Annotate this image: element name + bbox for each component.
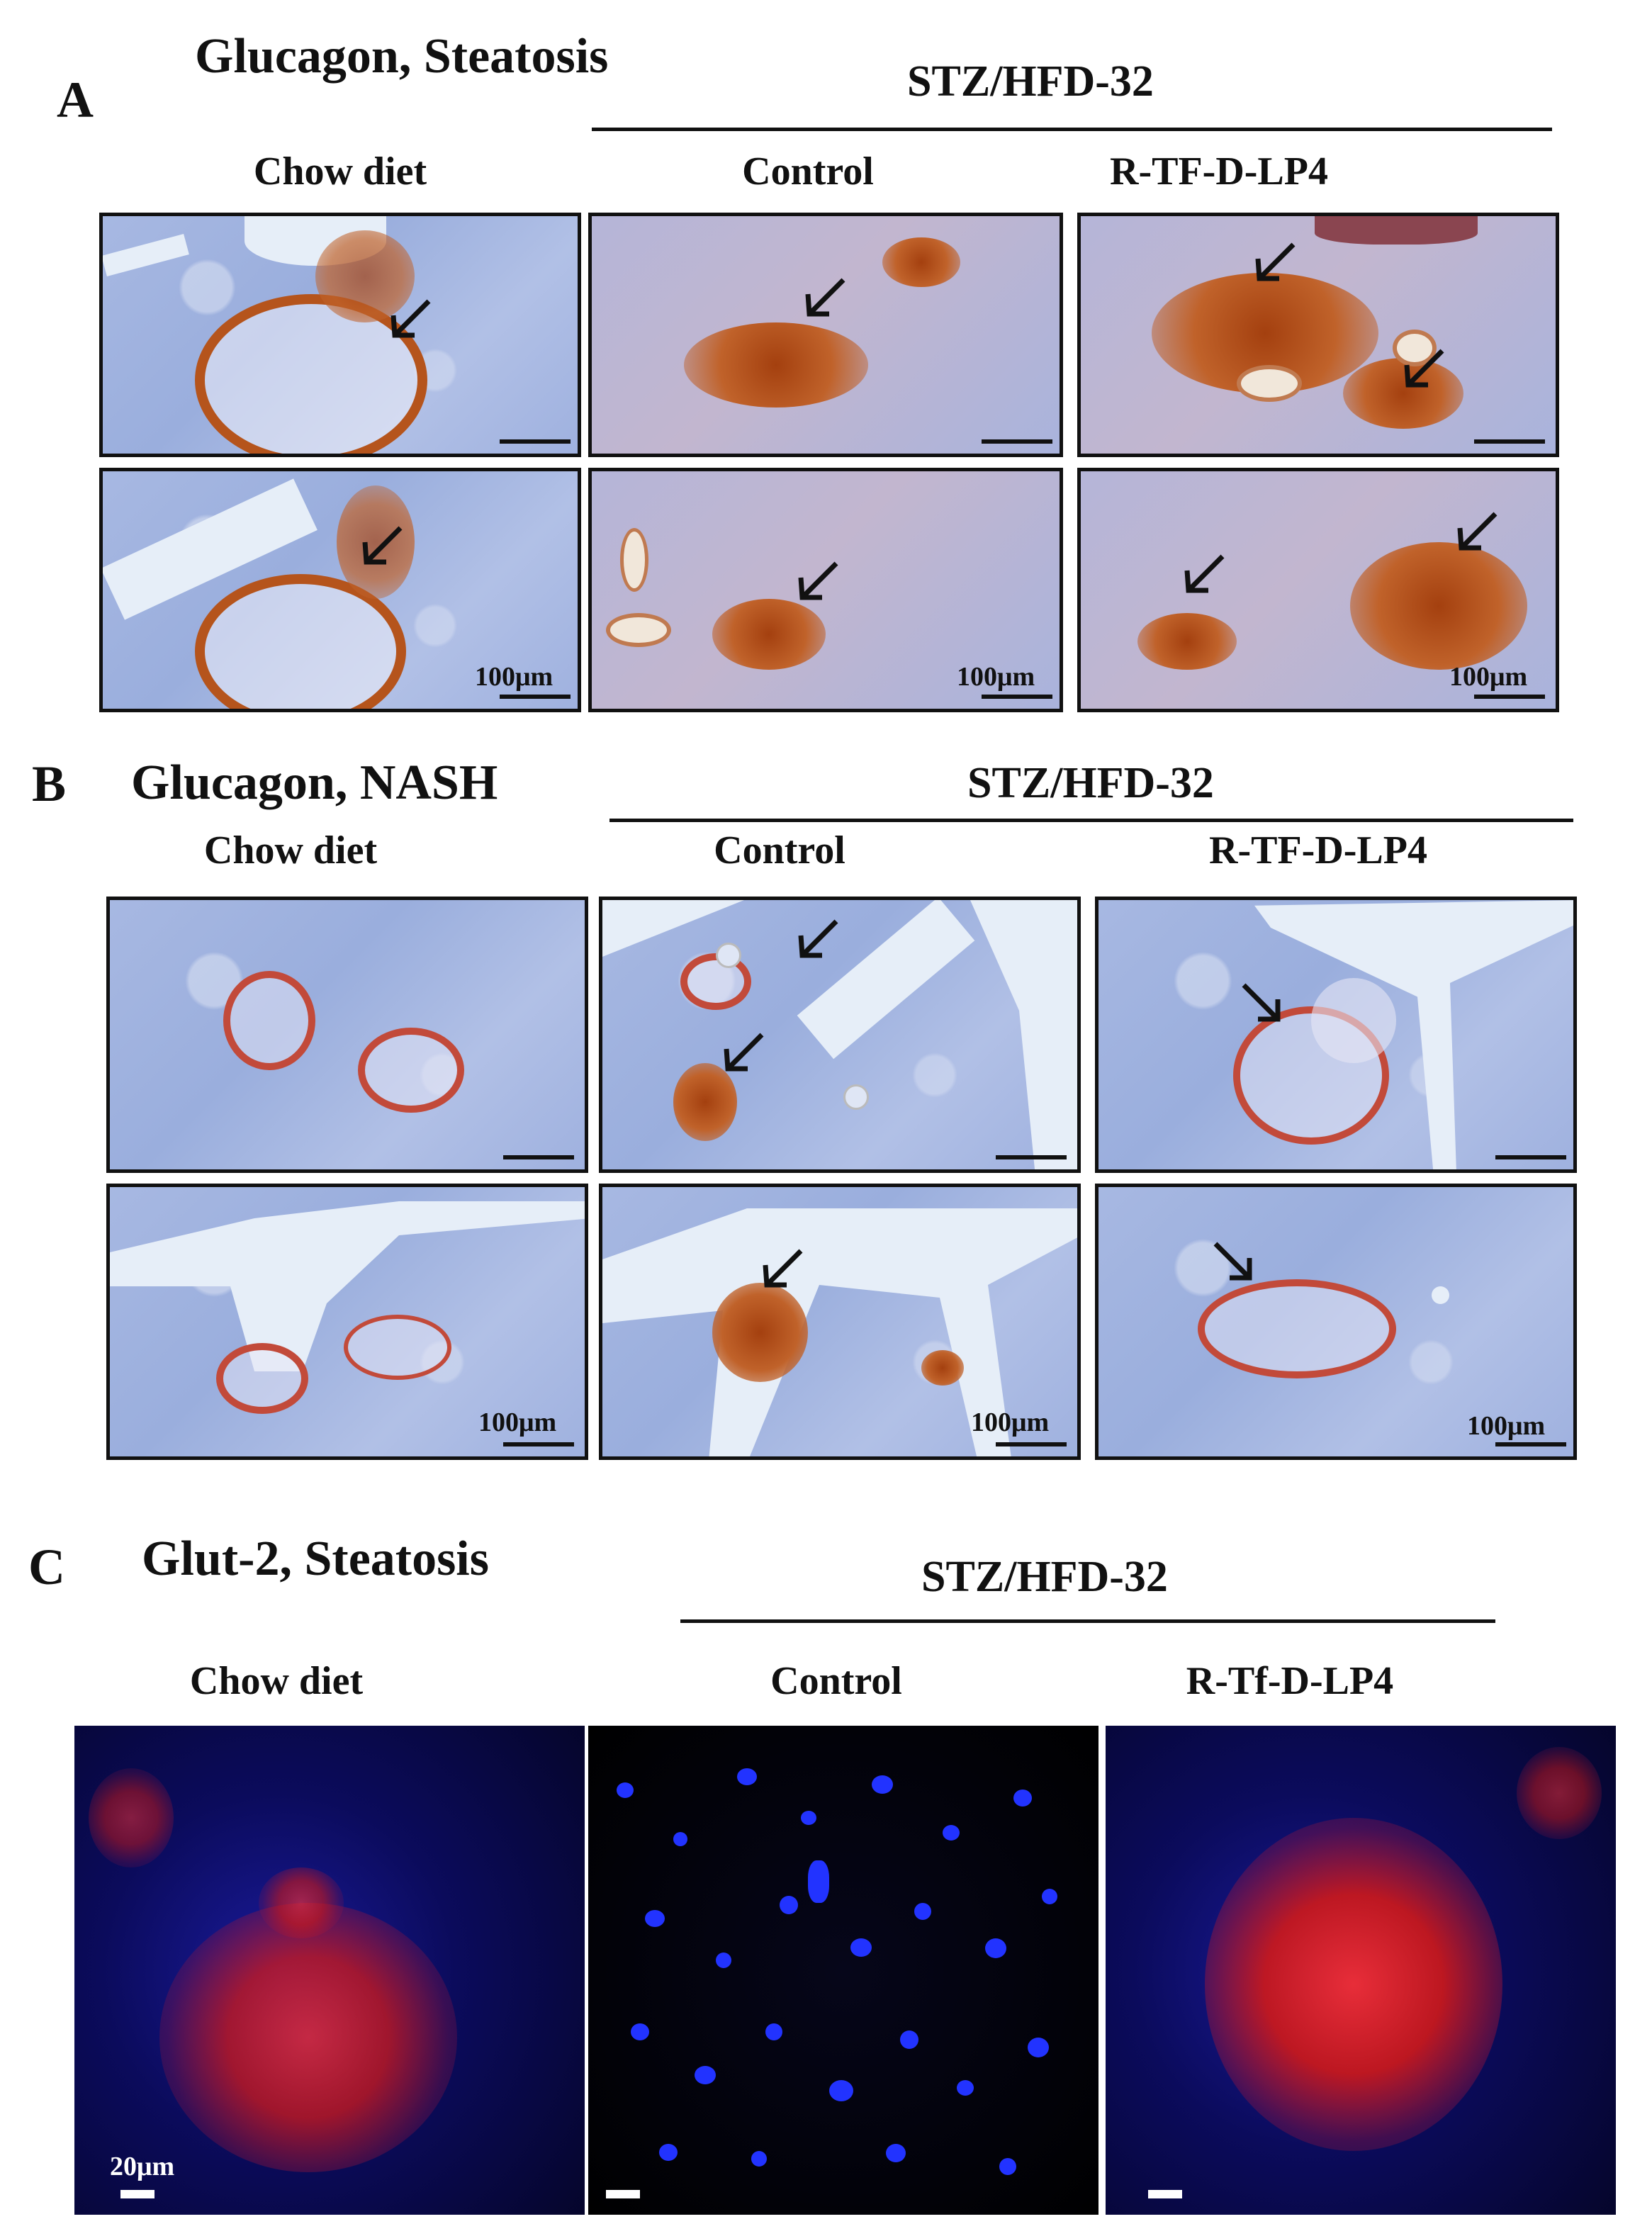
panel-a-image-treatment-1	[1077, 213, 1559, 457]
arrow-down-left-icon	[805, 278, 845, 317]
panel-c-col-treatment: R-Tf-D-LP4	[1186, 1659, 1394, 1703]
arrow-down-left-icon	[1255, 242, 1296, 281]
scale-bar-label: 100μm	[971, 1408, 1050, 1437]
arrow-down-left-icon	[724, 1033, 764, 1072]
scale-bar-label: 100μm	[475, 662, 554, 692]
panel-b-image-control-2: 100μm	[599, 1184, 1081, 1460]
arrow-down-left-icon	[1184, 554, 1225, 593]
panel-c-letter: C	[28, 1539, 65, 1595]
panel-a-letter: A	[57, 72, 94, 128]
arrow-down-left-icon	[390, 299, 431, 338]
scale-bar-label: 100μm	[478, 1408, 557, 1437]
panel-b-letter: B	[32, 755, 67, 812]
panel-a-group-bar	[592, 128, 1552, 131]
panel-b-image-control-1	[599, 897, 1081, 1173]
panel-b-group-label: STZ/HFD-32	[967, 759, 1214, 807]
panel-a-image-chow-1	[99, 213, 581, 457]
panel-a-col-control: Control	[742, 150, 874, 193]
arrow-down-right-icon	[1242, 983, 1281, 1022]
arrow-down-left-icon	[1457, 512, 1498, 551]
panel-a-image-treatment-2: 100μm	[1077, 468, 1559, 712]
scale-bar-label: 100μm	[957, 662, 1035, 692]
panel-a-image-control-1	[588, 213, 1063, 457]
panel-b-image-chow-2: 100μm	[106, 1184, 588, 1460]
panel-c-image-treatment	[1106, 1726, 1616, 2215]
scale-bar-label: 100μm	[1467, 1411, 1546, 1441]
panel-b-col-control: Control	[714, 828, 845, 872]
arrow-down-left-icon	[362, 526, 403, 565]
panel-b-col-chow: Chow diet	[203, 828, 378, 872]
panel-c-group-bar	[680, 1619, 1495, 1623]
panel-a-image-chow-2: 100μm	[99, 468, 581, 712]
panel-b-col-treatment: R-TF-D-LP4	[1209, 828, 1427, 872]
panel-c-image-chow: 20μm	[74, 1726, 585, 2215]
panel-b-group-bar	[609, 819, 1573, 822]
panel-b-image-chow-1	[106, 897, 588, 1173]
scale-bar-label: 20μm	[110, 2152, 175, 2181]
arrow-down-left-icon	[798, 561, 838, 600]
panel-c-image-control	[588, 1726, 1098, 2215]
panel-a-title: Glucagon, Steatosis	[195, 29, 609, 84]
panel-c-group-label: STZ/HFD-32	[921, 1553, 1168, 1601]
panel-a-image-control-2: 100μm	[588, 468, 1063, 712]
arrow-down-left-icon	[798, 919, 838, 958]
panel-c-title: Glut-2, Steatosis	[142, 1532, 489, 1586]
panel-b-title: Glucagon, NASH	[131, 755, 498, 810]
arrow-down-left-icon	[1404, 349, 1444, 388]
panel-a-group-label: STZ/HFD-32	[907, 57, 1154, 106]
panel-c-col-control: Control	[770, 1659, 902, 1703]
arrow-down-right-icon	[1213, 1242, 1252, 1281]
arrow-down-left-icon	[763, 1249, 803, 1288]
panel-a-col-treatment: R-TF-D-LP4	[1110, 150, 1328, 193]
panel-c-col-chow: Chow diet	[189, 1659, 364, 1703]
panel-a-col-chow: Chow diet	[253, 150, 427, 193]
panel-b-image-treatment-2: 100μm	[1095, 1184, 1577, 1460]
scale-bar-label: 100μm	[1449, 662, 1528, 692]
panel-b-image-treatment-1	[1095, 897, 1577, 1173]
